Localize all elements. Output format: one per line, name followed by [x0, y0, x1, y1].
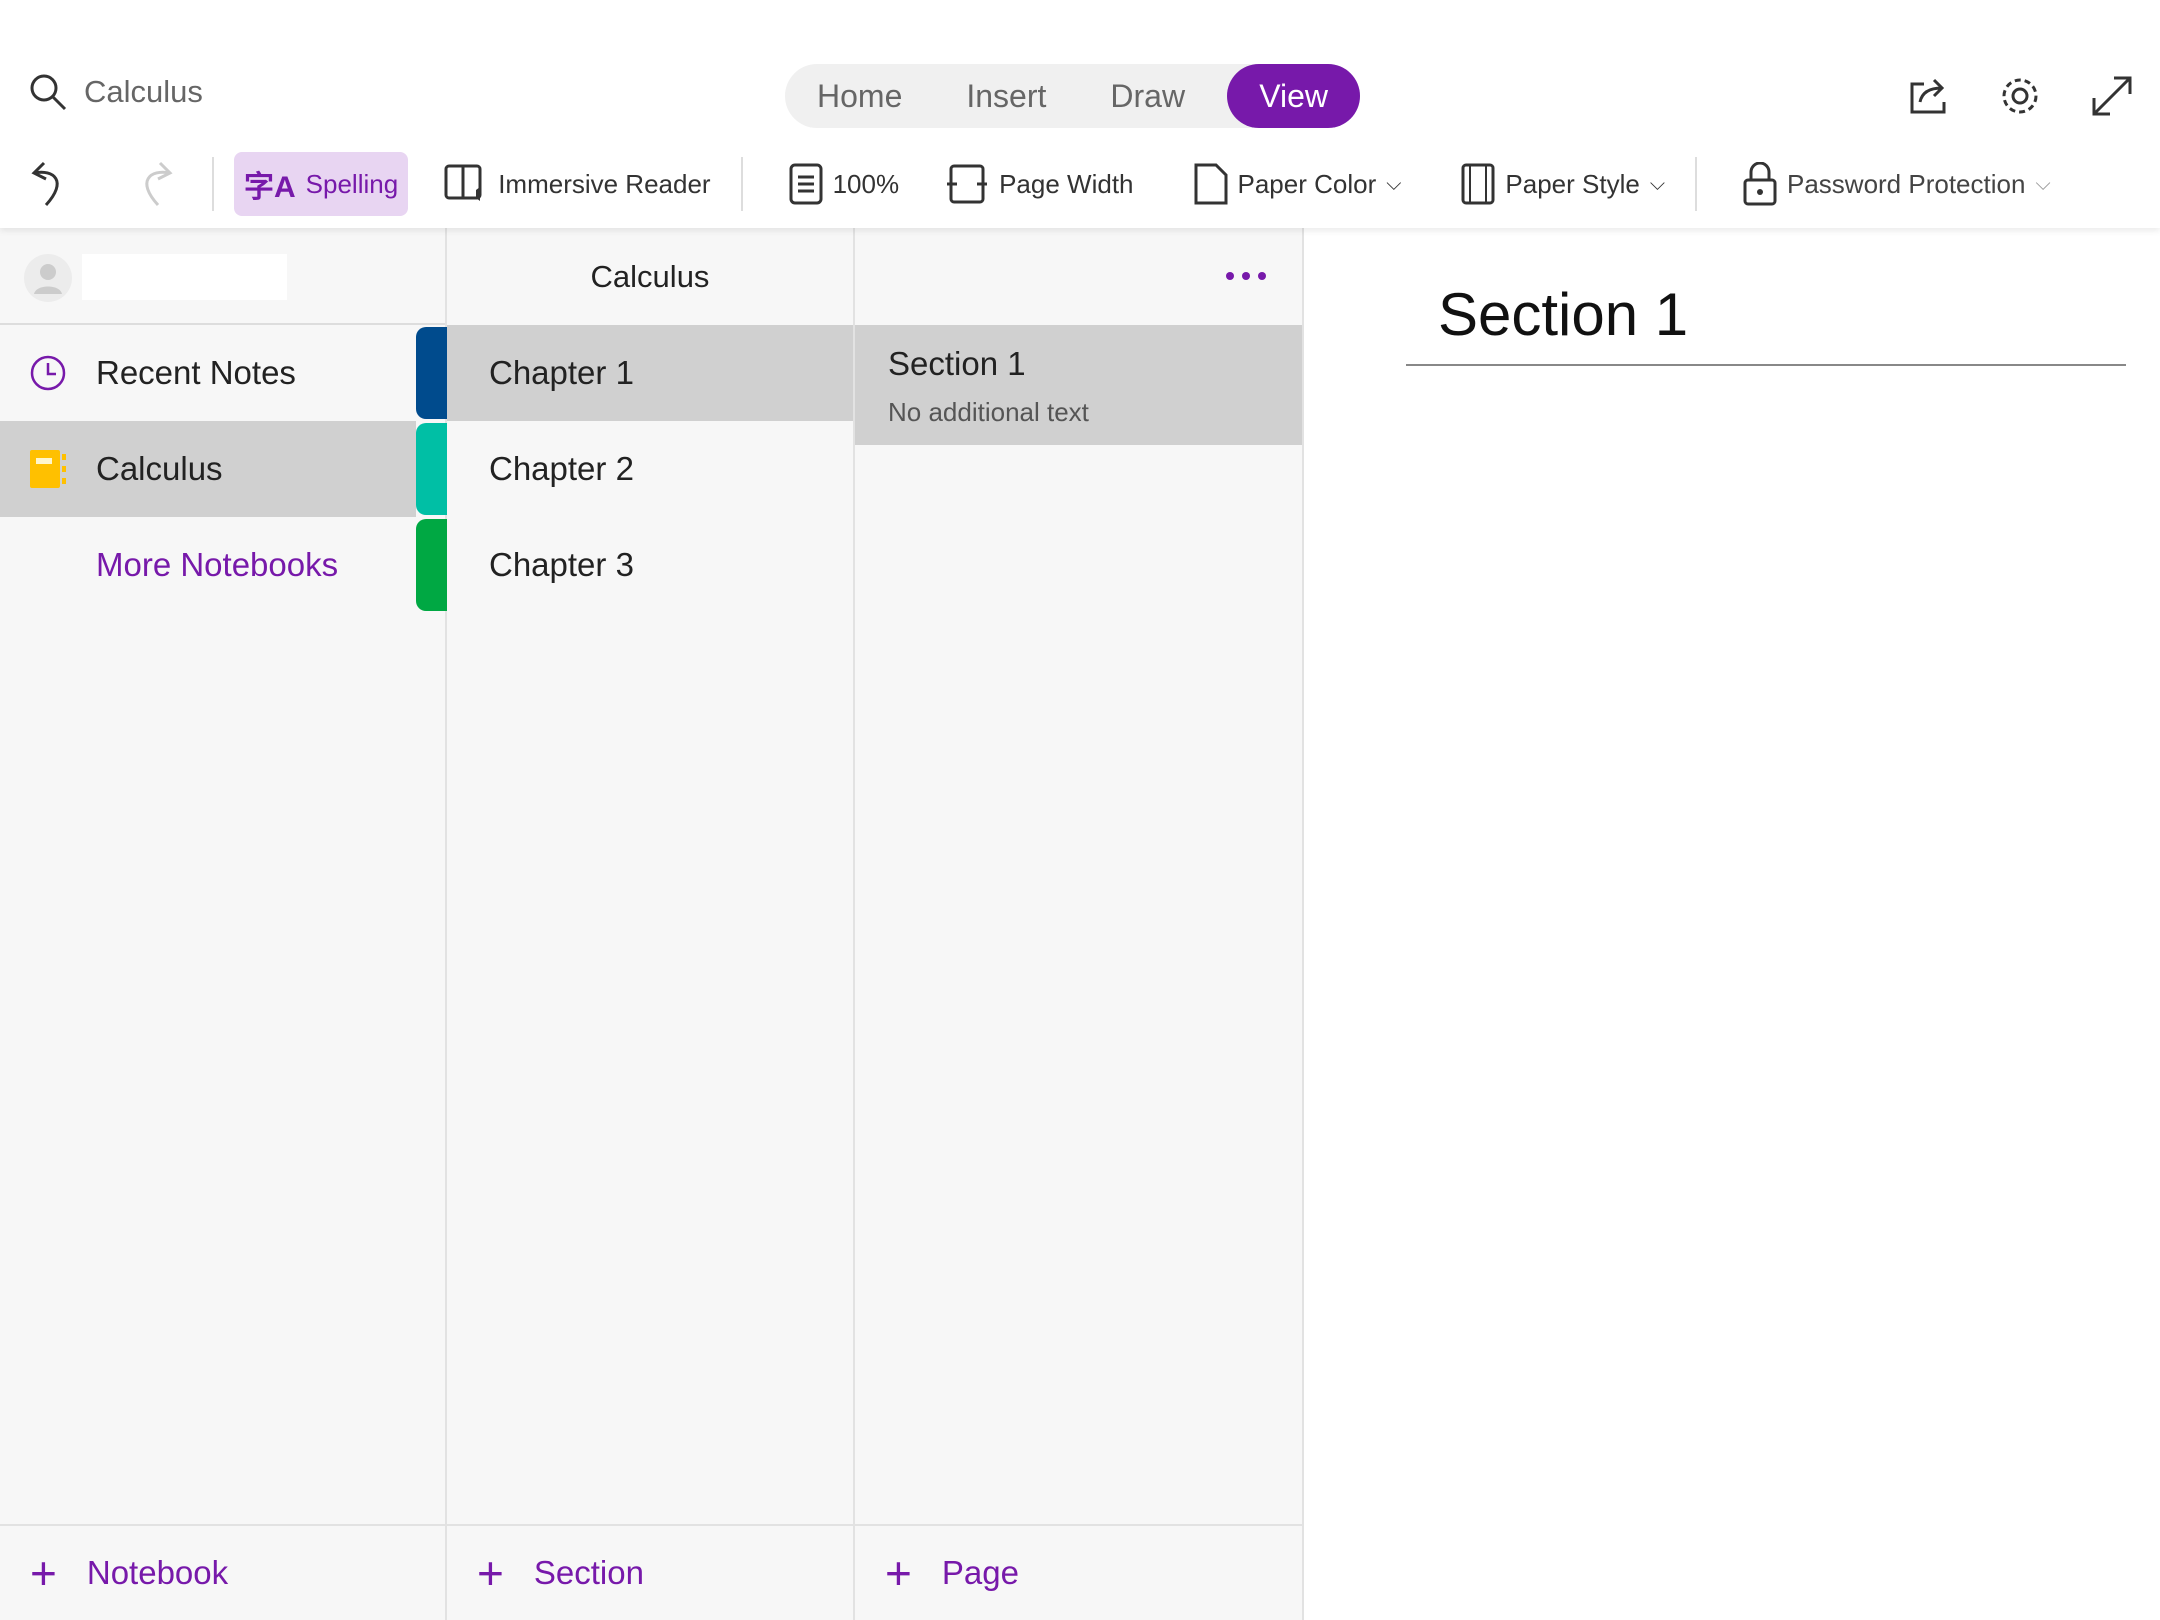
section-item[interactable]: Chapter 2 — [447, 421, 853, 517]
section-item[interactable]: Chapter 3 — [447, 517, 853, 613]
paper-style-label: Paper Style — [1505, 168, 1640, 199]
content-title: Section 1 — [1438, 281, 1689, 348]
notebook-title: Calculus — [590, 258, 710, 294]
avatar[interactable] — [24, 254, 72, 302]
settings-gear-icon[interactable] — [1996, 72, 2044, 120]
paper-color-label: Paper Color — [1237, 168, 1377, 199]
separator — [1694, 157, 1697, 211]
page-panel-header — [755, 228, 1304, 325]
add-section-label: Section — [533, 1554, 644, 1591]
separator — [212, 157, 214, 211]
paper-color-button[interactable]: Paper Color ⌵ — [1184, 152, 1412, 216]
more-options-icon[interactable] — [1224, 270, 1268, 282]
immersive-reader-button[interactable]: Immersive Reader — [434, 152, 720, 216]
section-label: Chapter 2 — [489, 450, 634, 487]
paper-color-icon — [1194, 163, 1227, 205]
add-notebook-label: Notebook — [86, 1554, 229, 1591]
ribbon-tabs: Home Insert Draw View — [785, 64, 1360, 128]
spelling-label: Spelling — [305, 168, 399, 199]
page-icon — [789, 163, 823, 205]
spelling-button[interactable]: 字A Spelling — [234, 152, 409, 216]
paper-style-icon — [1461, 163, 1495, 205]
plus-icon: + — [477, 1547, 504, 1599]
separator — [740, 157, 743, 211]
section-panel: Calculus Chapter 1 Chapter 2 Chapter 3 +… — [447, 228, 855, 1620]
paper-style-button[interactable]: Paper Style ⌵ — [1451, 152, 1675, 216]
password-protection-label: Password Protection — [1786, 168, 2026, 199]
undo-button[interactable] — [20, 152, 84, 216]
tab-draw[interactable]: Draw — [1110, 78, 1186, 114]
spelling-icon: 字A — [244, 171, 296, 204]
page-preview: No additional text — [888, 397, 1089, 427]
clock-icon — [30, 355, 66, 391]
sidebar-item-calculus[interactable]: Calculus — [0, 421, 416, 517]
search-text: Calculus — [84, 74, 203, 109]
page-title-field[interactable]: Section 1 — [1406, 280, 2126, 366]
section-label: Chapter 3 — [489, 546, 634, 583]
tab-home[interactable]: Home — [817, 78, 903, 114]
top-bar: Calculus Home Insert Draw View 字A Spellin… — [0, 0, 2160, 228]
plus-icon: + — [30, 1547, 57, 1599]
page-width-button[interactable]: Page Width — [935, 152, 1143, 216]
add-notebook-button[interactable]: + Notebook — [0, 1524, 445, 1620]
zoom-button[interactable]: 100% — [779, 152, 910, 216]
notebook-label: Calculus — [96, 450, 223, 487]
page-width-label: Page Width — [999, 168, 1134, 199]
chevron-down-icon: ⌵ — [1386, 172, 1402, 195]
expand-icon[interactable] — [2088, 72, 2136, 120]
add-page-label: Page — [941, 1554, 1019, 1591]
immersive-reader-icon — [444, 164, 482, 201]
tab-insert[interactable]: Insert — [966, 78, 1047, 114]
undo-icon — [31, 161, 59, 207]
more-notebooks-link[interactable]: More Notebooks — [96, 546, 339, 583]
add-page-button[interactable]: + Page — [855, 1524, 1302, 1620]
redo-button[interactable] — [120, 152, 184, 216]
redo-icon — [145, 161, 173, 207]
account-name-redacted — [82, 254, 287, 300]
zoom-label: 100% — [832, 168, 900, 199]
section-color-tab-2[interactable] — [416, 423, 447, 515]
page-width-icon — [947, 164, 988, 204]
toolbar: 字A Spelling Immersive Reader 100% Page Wi… — [0, 150, 2160, 218]
chevron-down-icon: ⌵ — [2035, 172, 2051, 195]
section-label: Chapter 1 — [489, 354, 634, 391]
add-section-button[interactable]: + Section — [447, 1524, 853, 1620]
plus-icon: + — [885, 1547, 912, 1599]
section-color-tab-1[interactable] — [416, 327, 447, 419]
chevron-down-icon: ⌵ — [1649, 172, 1665, 195]
sidebar-item-recent-notes[interactable]: Recent Notes — [0, 325, 445, 421]
immersive-reader-label: Immersive Reader — [498, 168, 711, 199]
share-icon[interactable] — [1904, 72, 1952, 120]
account-header[interactable] — [0, 228, 445, 325]
section-color-tab-3[interactable] — [416, 519, 447, 611]
lock-icon — [1743, 162, 1777, 206]
section-panel-header: Calculus — [447, 228, 853, 325]
search-icon — [30, 74, 67, 111]
notebook-icon — [30, 450, 66, 488]
tab-view[interactable]: View — [1227, 64, 1360, 128]
recent-notes-label: Recent Notes — [96, 354, 296, 391]
password-protection-button[interactable]: Password Protection ⌵ — [1733, 152, 2061, 216]
search-box[interactable]: Calculus — [28, 72, 203, 112]
page-title: Section 1 — [888, 345, 1026, 382]
notebook-panel: Recent Notes Calculus More Notebooks + No… — [0, 228, 447, 1620]
page-item[interactable]: Section 1 No additional text — [855, 325, 1302, 445]
page-panel: Section 1 No additional text + Page — [855, 228, 1304, 1620]
section-item[interactable]: Chapter 1 — [447, 325, 853, 421]
